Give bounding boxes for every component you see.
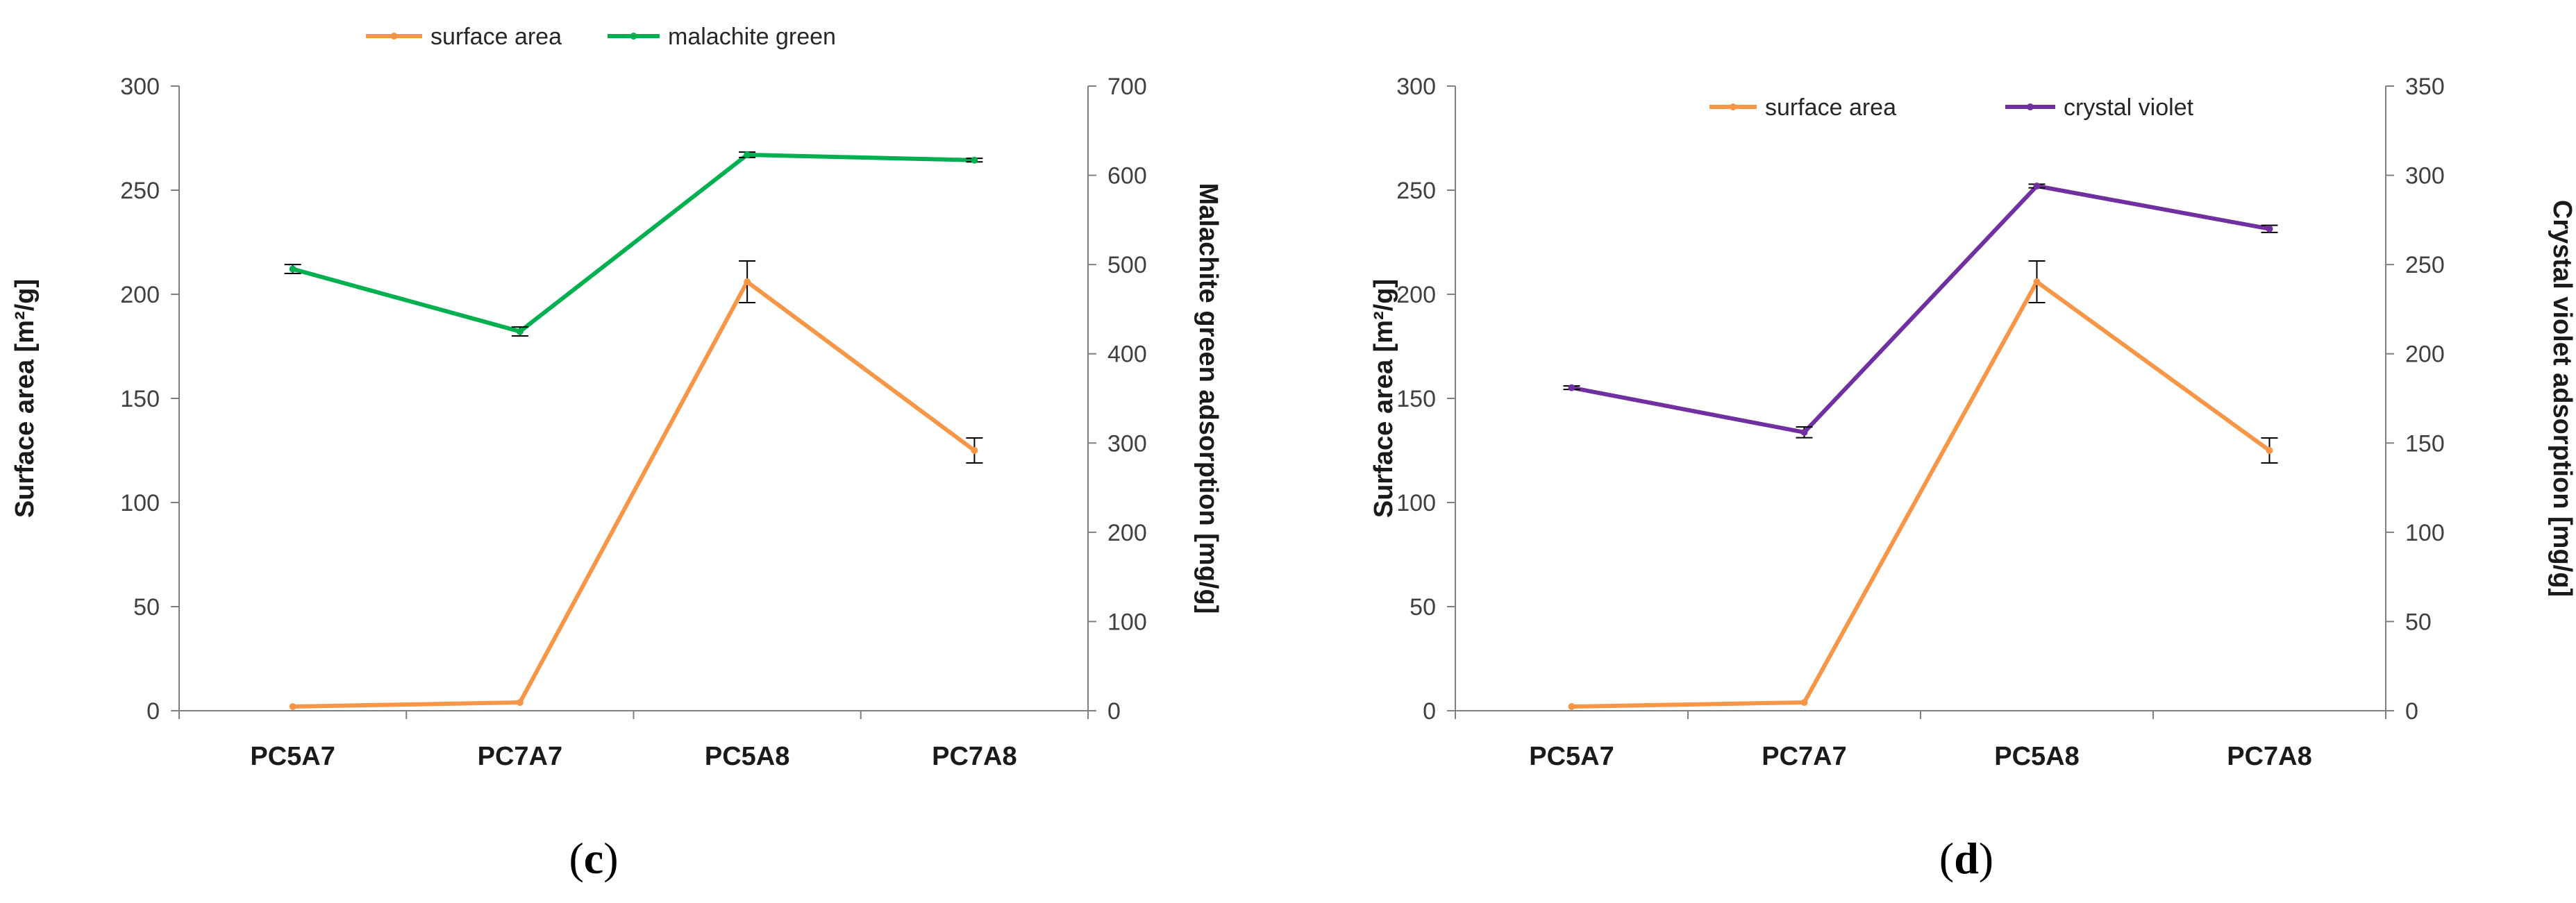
right-tick-label: 250	[2405, 252, 2445, 278]
data-point	[516, 328, 524, 335]
legend-entry: crystal violet	[2005, 94, 2194, 121]
left-tick-label: 100	[1396, 490, 1436, 516]
right-tick-label: 600	[1107, 163, 1147, 189]
left-tick-label: 0	[147, 698, 160, 725]
data-point	[2033, 183, 2041, 189]
right-tick-label: 350	[2405, 74, 2445, 100]
legend-marker	[1730, 103, 1737, 110]
series-line	[1571, 184, 2270, 434]
series-surface-area	[1568, 260, 2278, 710]
right-tick-label: 500	[1107, 252, 1147, 278]
legend-label: crystal violet	[2064, 94, 2194, 121]
legend-entry: surface area	[366, 24, 562, 50]
left-axis-title: Surface area [m²/g]	[1369, 279, 1398, 518]
x-tick-label: PC7A8	[932, 742, 1017, 771]
left-tick-label: 50	[1410, 594, 1436, 621]
data-point	[289, 265, 296, 273]
left-tick-label: 250	[120, 178, 160, 204]
right-tick-label: 100	[1107, 609, 1147, 635]
right-axis-title: Crystal violet adsorption [mg/g]	[2548, 200, 2576, 597]
series-line	[292, 280, 976, 709]
data-point	[744, 278, 751, 285]
x-tick-label: PC5A8	[705, 742, 790, 771]
data-point	[516, 699, 524, 706]
right-axis-title: Malachite green adsorption [mg/g]	[1194, 183, 1223, 614]
data-point	[2033, 278, 2041, 285]
left-tick-label: 300	[120, 74, 160, 100]
data-point	[1568, 703, 1575, 710]
left-tick-label: 150	[120, 386, 160, 412]
legend-marker	[630, 33, 637, 40]
data-point	[1800, 699, 1808, 706]
data-point	[289, 703, 296, 710]
series-line	[292, 153, 975, 334]
chart-panel-c: 0 50 100 150 200 250 300 0 100 200 300 400 500 600 700…	[10, 24, 1223, 883]
legend-label: surface area	[1765, 94, 1896, 121]
left-axis-title: Surface area [m²/g]	[10, 279, 40, 518]
x-tick-label: PC7A7	[1762, 742, 1847, 771]
data-point	[1568, 384, 1575, 391]
right-tick-label: 0	[1107, 698, 1121, 725]
right-tick-label: 200	[1107, 520, 1147, 546]
panel-label: (c)	[569, 834, 618, 883]
legend-marker	[390, 33, 398, 40]
series-line	[1571, 280, 2271, 709]
left-tick-label: 200	[1396, 282, 1436, 308]
legend-label: surface area	[430, 24, 562, 50]
right-tick-label: 0	[2405, 698, 2418, 725]
x-tick-label: PC5A7	[250, 742, 335, 771]
legend-marker	[2027, 103, 2034, 110]
right-tick-label: 50	[2405, 609, 2432, 635]
right-tick-label: 100	[2405, 520, 2445, 546]
right-tick-label: 400	[1107, 341, 1147, 368]
left-tick-label: 50	[133, 594, 160, 621]
data-point	[2266, 225, 2273, 233]
series-malachite-green	[284, 151, 983, 337]
chart-panel-d: 0 50 100 150 200 250 300 0 50 100 150 200 250 300 350 P…	[1369, 74, 2576, 883]
data-point	[1800, 428, 1808, 436]
legend-label: malachite green	[668, 24, 836, 50]
left-tick-label: 250	[1396, 178, 1436, 204]
series-surface-area	[289, 260, 983, 710]
x-tick-label: PC7A7	[478, 742, 563, 771]
data-point	[971, 156, 978, 164]
data-point	[2266, 447, 2273, 454]
legend-entry: malachite green	[608, 24, 836, 50]
right-tick-label: 150	[2405, 430, 2445, 457]
series-crystal-violet	[1563, 183, 2278, 439]
left-tick-label: 200	[120, 282, 160, 308]
right-tick-label: 200	[2405, 341, 2445, 368]
x-tick-label: PC5A8	[1994, 742, 2080, 771]
left-tick-label: 300	[1396, 74, 1436, 100]
x-tick-label: PC7A8	[2227, 742, 2312, 771]
x-tick-label: PC5A7	[1529, 742, 1614, 771]
right-tick-label: 700	[1107, 74, 1147, 100]
data-point	[971, 447, 978, 454]
left-tick-label: 0	[1423, 698, 1436, 725]
panel-label: (d)	[1939, 834, 1993, 883]
data-point	[744, 151, 751, 158]
legend-entry: surface area	[1709, 94, 1896, 121]
left-tick-label: 100	[120, 490, 160, 516]
left-tick-label: 150	[1396, 386, 1436, 412]
right-tick-label: 300	[1107, 430, 1147, 457]
right-tick-label: 300	[2405, 163, 2445, 189]
